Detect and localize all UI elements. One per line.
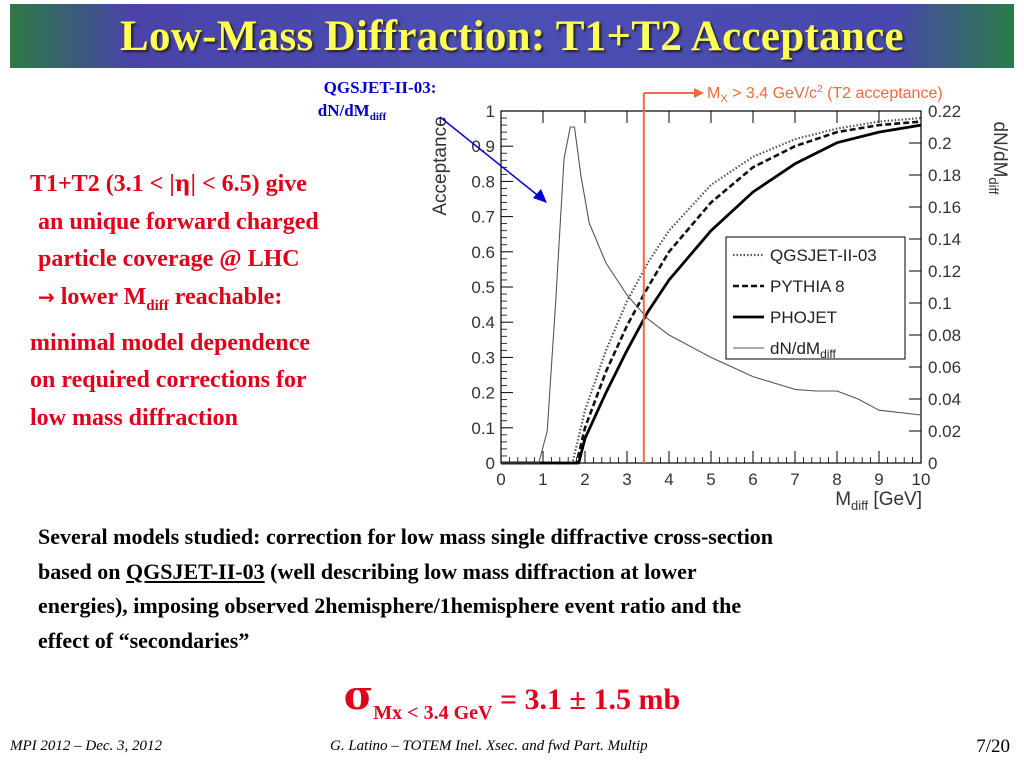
eta-symbol: η: [174, 171, 191, 197]
y-right-axis-label-sub: diff: [986, 177, 1001, 194]
y-right-tick-label-6: 0.12: [928, 262, 961, 281]
summary-line-1-post: | < 6.5) give: [190, 171, 307, 197]
x-tick-label-4: 4: [664, 470, 673, 489]
y-right-tick-label-1: 0.02: [928, 422, 961, 441]
summary-line-4: → lower Mdiff reachable:: [30, 279, 410, 325]
result-subscript: Mx < 3.4 GeV: [373, 702, 493, 724]
x-tick-label-3: 3: [622, 470, 631, 489]
summary-line-4-sub: diff: [146, 297, 169, 314]
cut-annotation-sub: X: [720, 93, 728, 105]
cut-annotation: MX > 3.4 GeV/c2 (T2 acceptance): [707, 84, 943, 105]
y-left-tick-label-9: 0.9: [471, 137, 495, 156]
y-right-tick-label-4: 0.08: [928, 326, 961, 345]
series-line-1: [501, 120, 922, 465]
description-line-1: Several models studied: correction for l…: [38, 524, 774, 549]
cut-arrow-head: [694, 88, 704, 98]
summary-line-7: low mass diffraction: [30, 404, 238, 431]
x-tick-label-1: 1: [538, 470, 547, 489]
summary-line-6: on required corrections for: [30, 367, 307, 394]
y-right-tick-label-0: 0: [928, 454, 937, 473]
summary-line-4-pre: lower M: [54, 283, 147, 310]
qgsjet-link[interactable]: QGSJET-II-03: [126, 558, 265, 584]
summary-line-1-pre: T1+T2 (3.1 < |: [30, 171, 175, 197]
slide-title: Low-Mass Diffraction: T1+T2 Acceptance: [120, 12, 904, 60]
description-line-2-post: (well describing low mass diffraction at…: [264, 558, 697, 584]
x-axis-label-sub: diff: [851, 498, 868, 513]
summary-line-5: minimal model dependence: [30, 329, 310, 356]
model-annotation-arrow: [439, 116, 542, 199]
y-left-tick-label-4: 0.4: [471, 313, 495, 332]
cut-annotation-mid: > 3.4 GeV/c: [728, 85, 817, 102]
model-annotation-line-2: dN/dMdiff: [318, 101, 387, 123]
x-tick-label-8: 8: [832, 470, 841, 489]
cross-section-result: σMx < 3.4 GeV = 3.1 ± 1.5 mb: [0, 672, 1024, 724]
series-line-3: [501, 126, 922, 464]
legend-label-0: QGSJET-II-03: [770, 246, 877, 265]
x-axis-label-unit: [GeV]: [868, 489, 922, 510]
y-right-tick-label-9: 0.18: [928, 166, 961, 185]
legend-box: [725, 236, 906, 360]
summary-text: T1+T2 (3.1 < |η| < 6.5) give an unique f…: [30, 166, 410, 437]
y-right-tick-label-3: 0.06: [928, 358, 961, 377]
x-tick-label-2: 2: [580, 470, 589, 489]
description-line-2: based on QGSJET-II-03 (well describing l…: [38, 555, 1003, 590]
y-right-tick-label-5: 0.1: [928, 294, 952, 313]
x-axis-label: Mdiff [GeV]: [835, 489, 922, 513]
result-value: = 3.1 ± 1.5 mb: [492, 683, 681, 716]
description-line-4: effect of “secondaries”: [38, 627, 250, 653]
y-right-axis-label: dN/dMdiff: [986, 121, 1010, 194]
footer-author: G. Latino – TOTEM Inel. Xsec. and fwd Pa…: [330, 738, 648, 754]
summary-line-1: T1+T2 (3.1 < |η| < 6.5) give: [30, 166, 410, 204]
footer-conference: MPI 2012 – Dec. 3, 2012: [10, 738, 163, 754]
summary-line-3: particle coverage @ LHC: [38, 246, 300, 272]
page-number: 7/20: [976, 736, 1010, 757]
y-left-tick-label-7: 0.7: [471, 208, 495, 227]
title-bar: Low-Mass Diffraction: T1+T2 Acceptance: [10, 4, 1014, 68]
legend-label-3: dN/dMdiff: [770, 339, 837, 361]
y-right-tick-label-10: 0.2: [928, 134, 952, 153]
y-left-tick-label-6: 0.6: [471, 243, 495, 262]
y-left-tick-label-1: 0.1: [471, 419, 495, 438]
x-tick-label-6: 6: [748, 470, 757, 489]
description-line-2-pre: based on: [38, 558, 127, 584]
x-tick-label-10: 10: [912, 470, 931, 489]
y-left-tick-label-8: 0.8: [471, 172, 495, 191]
y-left-axis-label: Acceptance: [430, 116, 451, 215]
series-line-0: [501, 116, 922, 465]
summary-line-2: an unique forward charged: [38, 208, 319, 235]
description: Several models studied: correction for l…: [38, 520, 1003, 658]
model-annotation-arrow-head: [533, 189, 547, 203]
y-right-tick-label-2: 0.04: [928, 390, 961, 409]
x-tick-label-9: 9: [874, 470, 883, 489]
summary-line-4-post: reachable:: [168, 283, 283, 310]
y-left-tick-label-2: 0.2: [471, 384, 495, 403]
y-right-tick-label-7: 0.14: [928, 230, 961, 249]
x-tick-label-0: 0: [496, 470, 505, 489]
legend-label-2: PHOJET: [770, 308, 837, 327]
y-left-tick-label-10: 1: [486, 102, 495, 121]
legend-label-sub: diff: [820, 347, 836, 361]
legend-label-1: PYTHIA 8: [770, 277, 845, 296]
x-tick-label-7: 7: [790, 470, 799, 489]
cut-annotation-sup: 2: [817, 84, 823, 95]
y-right-tick-label-8: 0.16: [928, 198, 961, 217]
model-annotation-line-1: QGSJET-II-03:: [324, 78, 437, 97]
model-annotation-sub: diff: [370, 111, 387, 123]
arrow-icon: →: [38, 284, 55, 309]
series-line-2: [501, 123, 922, 465]
y-left-tick-label-3: 0.3: [471, 348, 495, 367]
y-left-tick-label-0: 0: [486, 454, 495, 473]
sigma-symbol: σ: [343, 672, 374, 719]
y-left-tick-label-5: 0.5: [471, 278, 495, 297]
x-tick-label-5: 5: [706, 470, 715, 489]
cut-annotation-post: (T2 acceptance): [823, 85, 943, 102]
y-right-tick-label-11: 0.22: [928, 102, 961, 121]
description-line-3: energies), imposing observed 2hemisphere…: [38, 593, 742, 618]
